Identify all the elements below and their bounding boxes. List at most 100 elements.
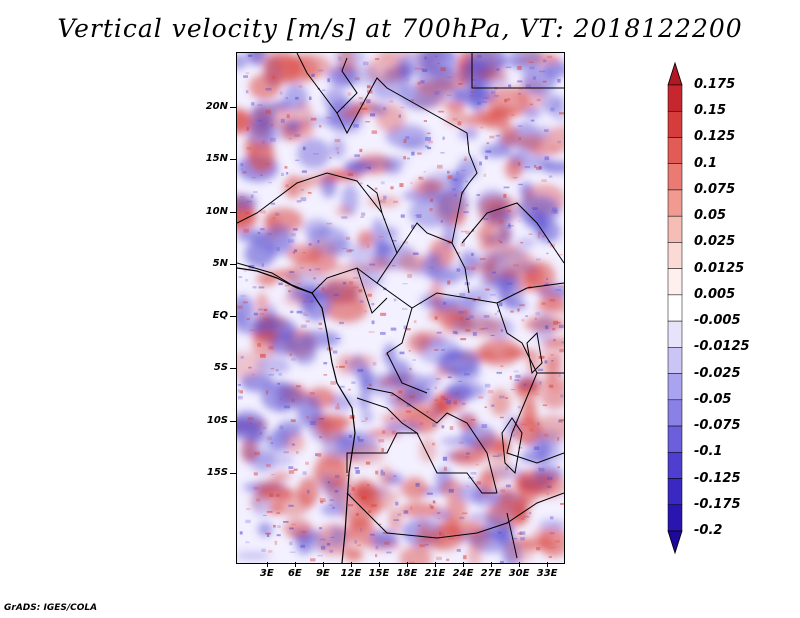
colorbar-level-label: 0.175 — [694, 77, 736, 92]
field-speck — [366, 244, 370, 248]
field-speck — [266, 436, 272, 441]
field-speck — [253, 486, 259, 490]
x-tick-label: 24E — [452, 568, 474, 579]
field-speck — [503, 186, 510, 189]
field-speck — [379, 523, 382, 525]
field-speck — [447, 94, 452, 97]
field-speck — [465, 318, 470, 320]
field-speck — [298, 85, 303, 88]
chart-title: Vertical velocity [m/s] at 700hPa, VT: 2… — [57, 14, 743, 43]
field-speck — [375, 554, 378, 558]
x-tick — [378, 562, 380, 567]
field-speck — [245, 279, 249, 282]
field-speck — [447, 76, 453, 78]
field-speck — [252, 373, 255, 376]
field-speck — [259, 432, 262, 435]
field-speck — [352, 276, 359, 279]
field-speck — [256, 498, 261, 502]
field-speck — [398, 390, 403, 394]
field-blob — [324, 296, 368, 323]
field-speck — [253, 191, 258, 193]
field-speck — [357, 436, 360, 440]
field-blob — [473, 432, 511, 459]
colorbar-segment — [667, 399, 683, 427]
field-speck — [309, 392, 315, 395]
field-speck — [515, 423, 518, 428]
field-speck — [403, 510, 409, 514]
colorbar-level-label: 0.075 — [694, 181, 736, 197]
field-speck — [498, 531, 502, 534]
colorbar-segment — [667, 268, 683, 296]
field-speck — [325, 117, 332, 119]
field-blob — [341, 108, 362, 119]
field-speck — [375, 58, 380, 60]
field-speck — [318, 322, 322, 325]
field-speck — [521, 517, 525, 520]
x-tick-label: 33E — [536, 568, 558, 579]
field-speck — [305, 320, 310, 323]
field-speck — [411, 151, 415, 156]
field-speck — [492, 271, 496, 274]
field-speck — [551, 210, 557, 214]
field-blob — [374, 239, 392, 257]
field-speck — [477, 296, 481, 301]
field-speck — [443, 398, 448, 401]
field-speck — [348, 504, 354, 507]
y-tick-label: 5N — [212, 257, 228, 269]
field-speck — [323, 374, 328, 376]
field-speck — [393, 200, 399, 203]
field-speck — [553, 320, 558, 325]
field-speck — [375, 470, 379, 475]
field-speck — [558, 420, 563, 423]
field-speck — [525, 315, 528, 317]
y-tick-label: 20N — [205, 101, 228, 113]
field-speck — [464, 156, 467, 161]
field-speck — [265, 532, 271, 535]
field-speck — [549, 299, 555, 302]
field-speck — [274, 540, 278, 545]
field-blob — [382, 160, 403, 174]
field-speck — [296, 310, 303, 314]
field-speck — [417, 81, 421, 85]
field-speck — [425, 137, 431, 141]
field-speck — [518, 183, 523, 186]
field-speck — [503, 193, 507, 198]
field-speck — [400, 106, 405, 109]
field-speck — [248, 366, 252, 369]
field-speck — [434, 91, 440, 95]
field-speck — [456, 171, 459, 175]
field-speck — [419, 544, 426, 547]
colorbar-segment — [667, 242, 683, 269]
field-speck — [536, 166, 542, 170]
field-speck — [558, 324, 564, 329]
field-blob — [384, 422, 423, 432]
field-speck — [370, 113, 376, 117]
field-speck — [289, 541, 293, 546]
field-speck — [536, 98, 541, 102]
field-speck — [484, 155, 488, 160]
field-blob — [360, 409, 374, 424]
field-speck — [253, 472, 258, 476]
field-speck — [381, 199, 386, 204]
field-speck — [534, 317, 537, 321]
field-speck — [266, 163, 270, 166]
field-speck — [339, 67, 343, 71]
field-speck — [378, 199, 382, 204]
field-speck — [532, 76, 537, 80]
field-blob — [320, 173, 337, 198]
field-speck — [447, 175, 453, 180]
field-blob — [456, 482, 485, 503]
field-speck — [266, 318, 271, 321]
field-blob — [283, 519, 313, 538]
field-speck — [514, 379, 520, 381]
field-speck — [406, 403, 411, 407]
field-speck — [311, 73, 315, 77]
field-speck — [426, 411, 429, 413]
field-speck — [276, 534, 281, 537]
field-speck — [546, 492, 549, 495]
colorbar-level-label: -0.175 — [694, 496, 741, 512]
field-blob — [301, 290, 330, 322]
x-tick — [547, 562, 549, 567]
colorbar-segment — [667, 294, 683, 322]
field-speck — [262, 140, 265, 144]
